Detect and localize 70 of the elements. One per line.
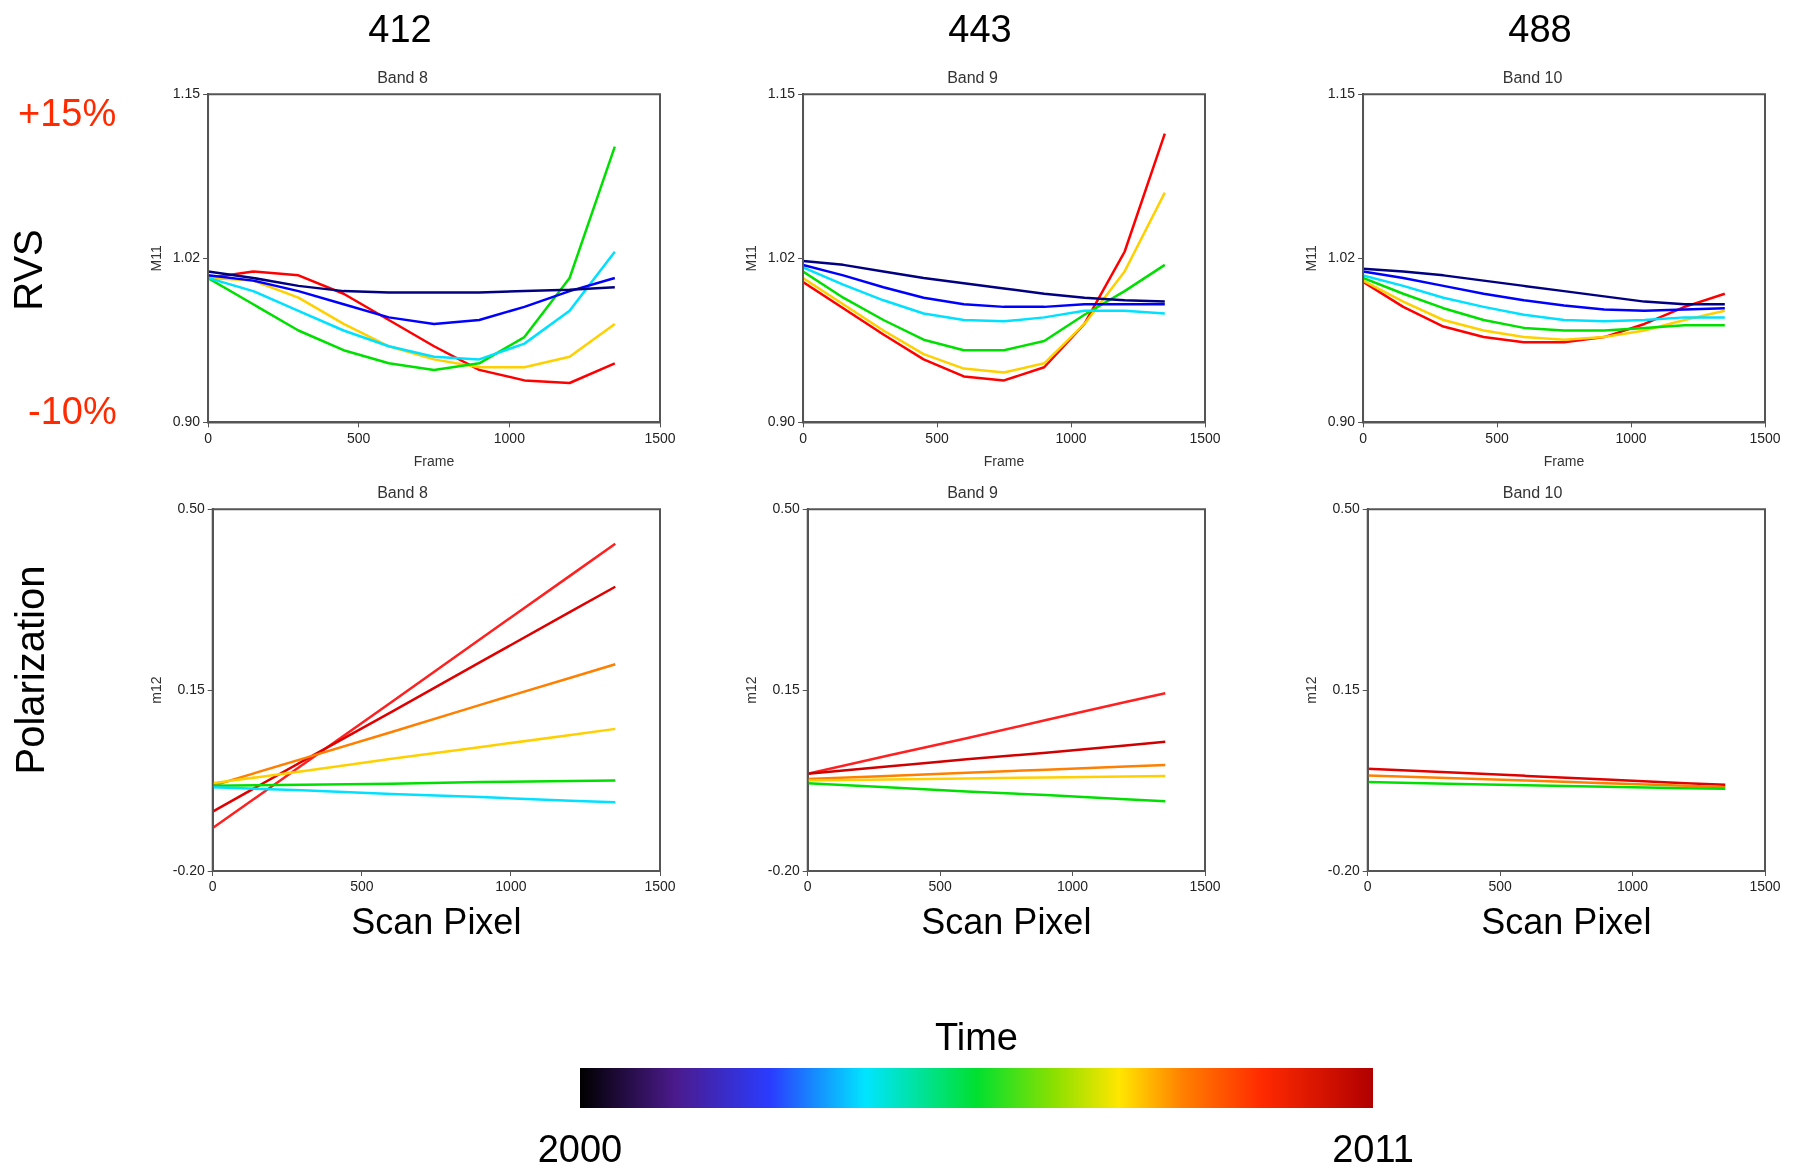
x-tick-label: 1000 bbox=[1055, 429, 1087, 446]
y-tick-label: 1.15 bbox=[172, 85, 201, 102]
x-tick-label: 1000 bbox=[493, 429, 526, 446]
y-tick-label: 1.15 bbox=[1327, 85, 1356, 102]
y-tick-label: 1.15 bbox=[767, 85, 796, 102]
y-tick-label: -0.20 bbox=[172, 861, 205, 878]
y-tick-label: 0.90 bbox=[172, 413, 201, 430]
y-tick-label: 1.02 bbox=[767, 249, 796, 266]
y-axis-title: m12 bbox=[1303, 676, 1320, 704]
chart-title: Band 8 bbox=[377, 484, 428, 502]
x-tick-label: 1500 bbox=[644, 878, 676, 895]
x-tick-label: 1000 bbox=[495, 878, 527, 895]
x-tick-label: 0 bbox=[208, 878, 217, 895]
x-tick-label: 1000 bbox=[1056, 878, 1089, 895]
x-tick-label: 1500 bbox=[644, 429, 676, 446]
color-bar-label: 2011 bbox=[1331, 1128, 1415, 1171]
x-tick-label: 0 bbox=[799, 429, 808, 446]
x-axis-title: Scan Pixel bbox=[1481, 901, 1652, 943]
x-tick-label: 0 bbox=[1359, 429, 1368, 446]
y-tick-label: 0.90 bbox=[1327, 413, 1356, 430]
x-tick-label: 1500 bbox=[1749, 878, 1781, 895]
y-axis-title: m12 bbox=[743, 676, 760, 704]
y-tick-label: 0.15 bbox=[772, 680, 800, 697]
text: Polarization bbox=[7, 565, 53, 775]
y-tick-label: 0.50 bbox=[1332, 500, 1360, 517]
x-tick-label: 500 bbox=[350, 878, 374, 895]
text: 443 bbox=[947, 8, 1013, 51]
y-axis-title: M11 bbox=[148, 244, 165, 272]
y-tick-label: 0.90 bbox=[767, 413, 796, 430]
text: -10% bbox=[28, 390, 117, 433]
y-axis-title: M11 bbox=[743, 244, 760, 272]
text: 412 bbox=[367, 8, 433, 51]
y-tick-label: 0.50 bbox=[177, 500, 205, 517]
y-tick-label: 1.02 bbox=[172, 249, 201, 266]
x-axis-title: Frame bbox=[983, 453, 1025, 470]
x-tick-label: 500 bbox=[1485, 429, 1509, 446]
color-bar-title: Time bbox=[933, 1016, 1019, 1059]
x-axis-title: Scan Pixel bbox=[351, 901, 522, 943]
y-axis-title: m12 bbox=[148, 676, 165, 704]
x-axis-title: Frame bbox=[413, 453, 455, 470]
y-axis-title: M11 bbox=[1303, 244, 1320, 272]
chart-title: Band 9 bbox=[947, 484, 998, 502]
x-tick-label: 500 bbox=[925, 429, 949, 446]
chart-title: Band 9 bbox=[947, 69, 998, 87]
x-tick-label: 0 bbox=[803, 878, 812, 895]
text: RVS bbox=[5, 229, 51, 311]
x-tick-label: 1500 bbox=[1749, 429, 1781, 446]
chart-title: Band 10 bbox=[1502, 69, 1563, 87]
x-tick-label: 1000 bbox=[1615, 429, 1647, 446]
chart-title: Band 10 bbox=[1502, 484, 1563, 502]
x-axis-title: Scan Pixel bbox=[921, 901, 1092, 943]
y-tick-label: -0.20 bbox=[1327, 861, 1360, 878]
chart-title: Band 8 bbox=[377, 69, 428, 87]
y-tick-label: 0.15 bbox=[177, 680, 205, 697]
color-bar-label: 2000 bbox=[536, 1128, 624, 1171]
text: 488 bbox=[1507, 8, 1573, 51]
x-tick-label: 1500 bbox=[1189, 878, 1221, 895]
y-tick-label: 0.50 bbox=[772, 500, 800, 517]
x-tick-label: 500 bbox=[347, 429, 371, 446]
x-tick-label: 0 bbox=[204, 429, 213, 446]
y-tick-label: 1.02 bbox=[1327, 249, 1356, 266]
x-tick-label: 0 bbox=[1363, 878, 1372, 895]
y-tick-label: -0.20 bbox=[767, 861, 800, 878]
y-tick-label: 0.15 bbox=[1332, 680, 1360, 697]
x-tick-label: 1000 bbox=[1616, 878, 1649, 895]
text: +15% bbox=[18, 92, 117, 135]
x-axis-title: Frame bbox=[1543, 453, 1585, 470]
x-tick-label: 500 bbox=[928, 878, 953, 895]
x-tick-label: 500 bbox=[1488, 878, 1513, 895]
x-tick-label: 1500 bbox=[1189, 429, 1221, 446]
